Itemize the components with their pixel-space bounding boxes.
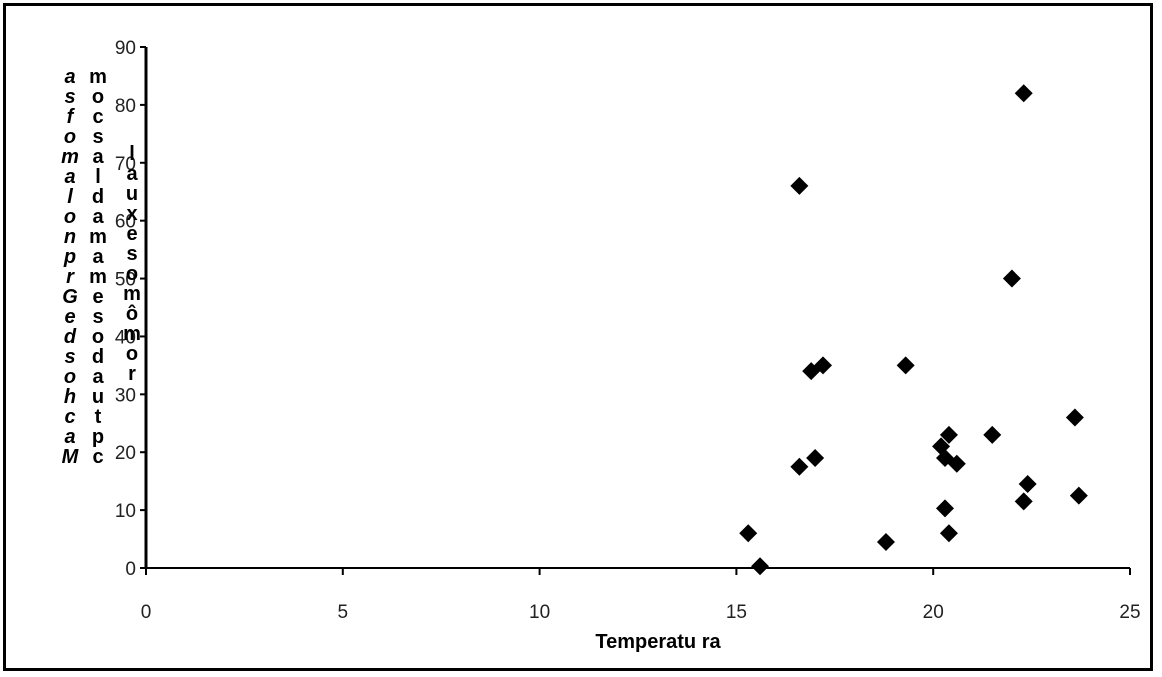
tick-labels: 0 10 20 30 40 50 60 70 80 90 0 5 10 15 20 25: [115, 38, 1141, 623]
data-point: [751, 557, 770, 576]
data-point: [1002, 269, 1021, 288]
data-point: [1014, 84, 1033, 103]
data-point: [813, 356, 832, 375]
data-point: [1018, 475, 1037, 494]
data-point: [876, 532, 895, 551]
y-tick-label: 20: [115, 443, 136, 464]
data-point: [983, 425, 1002, 444]
data-points: [739, 84, 1088, 576]
y-tick-label: 50: [115, 270, 136, 291]
data-point: [806, 449, 825, 468]
axes: [140, 46, 1131, 575]
chart-frame: [3, 3, 1153, 671]
x-axis-title: Temperatu ra: [595, 631, 721, 653]
x-tick-label: 20: [923, 602, 944, 623]
y-tick-label: 40: [115, 327, 136, 348]
data-point: [1014, 492, 1033, 511]
data-point: [947, 454, 966, 473]
x-tick-label: 10: [529, 602, 550, 623]
y-tick-label: 80: [115, 96, 136, 117]
data-point: [939, 425, 958, 444]
y-tick-label: 70: [115, 154, 136, 175]
y-tick-label: 60: [115, 212, 136, 233]
x-tick-label: 25: [1119, 602, 1140, 623]
data-point: [1069, 486, 1088, 505]
data-point: [1065, 408, 1084, 427]
data-point: [739, 524, 758, 543]
data-point: [790, 457, 809, 476]
x-tick-label: 0: [141, 602, 152, 623]
y-tick-label: 0: [125, 559, 136, 580]
x-tick-label: 5: [338, 602, 349, 623]
data-point: [936, 499, 955, 518]
y-tick-label: 10: [115, 501, 136, 522]
data-point: [939, 524, 958, 543]
x-tick-label: 15: [726, 602, 747, 623]
data-point: [896, 356, 915, 375]
data-point: [790, 176, 809, 195]
y-tick-label: 90: [115, 38, 136, 59]
y-tick-label: 30: [115, 385, 136, 406]
